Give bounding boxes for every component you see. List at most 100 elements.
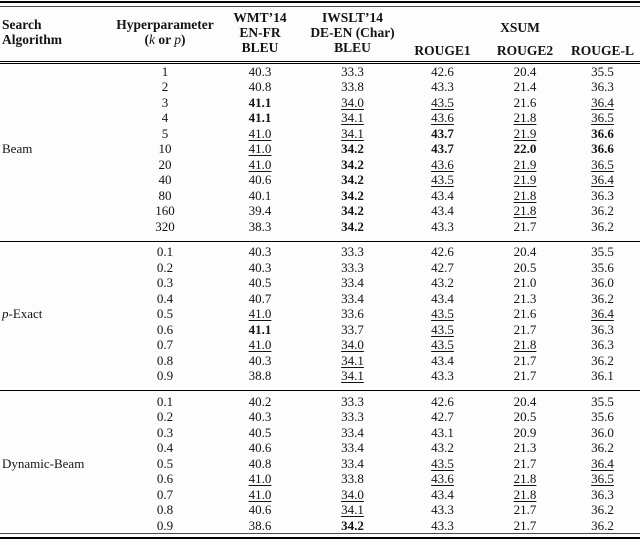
hyperparameter-cell: 0.7: [156, 486, 174, 502]
metric-cell: 43.5: [431, 337, 454, 352]
hyperparameter-cell: 160: [155, 203, 175, 218]
metric-cell: 20.4: [513, 393, 537, 409]
metric-cell: 34.0: [341, 486, 364, 502]
metric-cell: 38.8: [248, 368, 272, 383]
hyperparameter-cell: 0.8: [156, 502, 174, 517]
group-label-cell: [0, 244, 115, 260]
metric-cell: 36.2: [591, 352, 614, 368]
header-rouge1: ROUGE1: [400, 37, 485, 64]
hyperparameter-cell: 0.4: [156, 290, 174, 306]
metric-cell: 38.3: [248, 218, 272, 234]
header-search-line1: Search: [2, 17, 42, 33]
hyperparameter-cell: 0.8: [156, 352, 174, 368]
header-search-line2: Algorithm: [2, 32, 62, 48]
hyperparameter-cell: 0.9: [156, 517, 174, 533]
table-body: 1 40.3 33.3 42.6 20.4 35.5 2 40.8 33.8 43.3 21.4 36…: [0, 62, 640, 533]
metric-cell: 43.7: [431, 141, 454, 156]
table-row: 0.8 40.3 34.1 43.4 21.7 36.2: [0, 353, 640, 369]
table-row: 80 40.1 34.2 43.4 21.8 36.3: [0, 188, 640, 204]
hyperparameter-cell: 4: [161, 110, 169, 125]
table-row: 0.6 41.0 33.8 43.6 21.8 36.5: [0, 471, 640, 487]
header-rouge2: ROUGE2: [485, 37, 565, 64]
hyperparameter-cell: 0.7: [156, 337, 174, 352]
hyperparameter-cell: 0.1: [156, 393, 174, 409]
hyperparameter-cell: 1: [161, 63, 169, 79]
metric-cell: 40.6: [248, 440, 272, 455]
table-row: 0.3 40.5 33.4 43.2 21.0 36.0: [0, 275, 640, 291]
metric-cell: 33.3: [341, 244, 364, 259]
table-row: 0.1 40.2 33.3 42.6 20.4 35.5: [0, 394, 640, 410]
table-row: 0.9 38.8 34.1 43.3 21.7 36.1: [0, 368, 640, 384]
hyperparameter-cell: 0.6: [156, 321, 174, 337]
metric-cell: 34.2: [341, 141, 364, 156]
metric-cell: 36.2: [591, 517, 614, 533]
metric-cell: 33.3: [341, 409, 364, 424]
table-row: 0.2 40.3 33.3 42.7 20.5 35.6: [0, 260, 640, 276]
table-row: 0.7 41.0 34.0 43.5 21.8 36.3: [0, 337, 640, 353]
metric-cell: 36.0: [591, 424, 614, 440]
metric-cell: 21.8: [513, 203, 537, 218]
metric-cell: 21.8: [513, 486, 537, 502]
metric-cell: 21.9: [513, 172, 537, 187]
hyperparameter-cell: 0.2: [156, 259, 174, 275]
metric-cell: 34.2: [341, 172, 364, 187]
metric-cell: 43.6: [431, 110, 454, 125]
metric-cell: 40.6: [248, 502, 272, 517]
hyperparameter-cell: 0.3: [156, 275, 174, 290]
table-row: 0.2 40.3 33.3 42.7 20.5 35.6: [0, 409, 640, 425]
group-label-cell: Beam: [2, 141, 33, 156]
header-wmt14-line3: BLEU: [241, 39, 279, 55]
group-label-cell: [0, 260, 115, 276]
group-label-cell: [0, 409, 115, 425]
group-label-cell: [0, 440, 115, 456]
group-label-cell: [0, 502, 115, 518]
metric-cell: 20.5: [513, 409, 537, 424]
metric-cell: 21.7: [513, 517, 537, 533]
hyperparameter-cell: 320: [155, 218, 175, 234]
metric-cell: 21.7: [513, 352, 537, 368]
table-row: 0.3 40.5 33.4 43.1 20.9 36.0: [0, 425, 640, 441]
section-separator: [0, 384, 640, 394]
metric-cell: 21.7: [513, 218, 537, 234]
metric-cell: 36.4: [591, 306, 614, 321]
group-label-cell: Dynamic-Beam: [2, 455, 85, 471]
table-row: 20 41.0 34.2 43.6 21.9 36.5: [0, 157, 640, 173]
metric-cell: 21.7: [513, 502, 537, 517]
hyperparameter-cell: 2: [161, 79, 169, 94]
metric-cell: 36.3: [591, 321, 614, 337]
hyperparameter-cell: 20: [158, 156, 172, 172]
table-row: 0.6 41.1 33.7 43.5 21.7 36.3: [0, 322, 640, 338]
hyperparameter-cell: 0.5: [156, 306, 174, 321]
metric-cell: 34.2: [341, 218, 364, 234]
table-row: 320 38.3 34.2 43.3 21.7 36.2: [0, 219, 640, 235]
table-row: 2 40.8 33.8 43.3 21.4 36.3: [0, 79, 640, 95]
metric-cell: 41.0: [248, 141, 272, 156]
hyperparameter-cell: 3: [161, 94, 169, 110]
header-hyperparameter-sub: (k or p): [144, 32, 186, 48]
metric-cell: 43.2: [431, 275, 454, 290]
group-label-cell: [0, 487, 115, 503]
metric-cell: 22.0: [513, 141, 537, 156]
hyperparameter-cell: 40: [158, 172, 172, 187]
metric-cell: 41.0: [248, 156, 272, 172]
metric-cell: 33.7: [341, 321, 364, 337]
group-label-cell: [0, 275, 115, 291]
metric-cell: 34.1: [341, 352, 364, 368]
hyperparameter-cell: 0.2: [156, 409, 174, 424]
metric-cell: 43.6: [431, 156, 454, 172]
header-hyperparameter-label: Hyperparameter: [116, 17, 214, 33]
metric-cell: 43.3: [431, 218, 454, 234]
metric-cell: 34.1: [341, 368, 364, 383]
group-label-cell: [0, 322, 115, 338]
metric-cell: 41.1: [248, 110, 272, 125]
metric-cell: 33.8: [341, 471, 364, 486]
metric-cell: 43.2: [431, 440, 454, 455]
metric-cell: 21.7: [513, 455, 537, 471]
header-wmt14: WMT’14 EN-FR BLEU: [215, 7, 305, 64]
metric-cell: 21.3: [513, 440, 537, 455]
table-row: 40 40.6 34.2 43.5 21.9 36.4: [0, 172, 640, 188]
metric-cell: 41.0: [248, 306, 272, 321]
metric-cell: 43.4: [431, 352, 454, 368]
metric-cell: 40.2: [248, 393, 272, 409]
metric-cell: 36.0: [591, 275, 614, 290]
